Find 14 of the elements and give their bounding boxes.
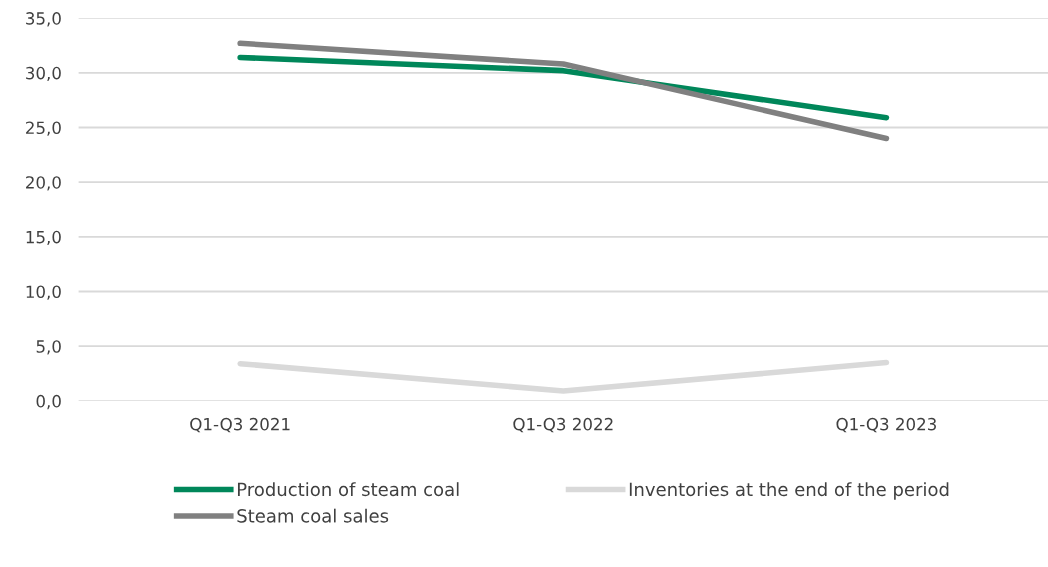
x-tick-label: Q1-Q3 2021 bbox=[190, 417, 290, 433]
legend-label: Steam coal sales bbox=[237, 508, 389, 523]
legend-label: Inventories at the end of the period bbox=[629, 482, 949, 500]
y-tick-label: 35,0 bbox=[26, 12, 61, 27]
y-tick-label: 20,0 bbox=[26, 176, 61, 191]
x-tick-label: Q1-Q3 2023 bbox=[836, 417, 936, 433]
y-tick-label: 10,0 bbox=[26, 285, 61, 300]
y-tick-label: 0,0 bbox=[36, 394, 61, 410]
y-tick-label: 30,0 bbox=[26, 66, 61, 82]
x-tick-label: Q1-Q3 2022 bbox=[513, 417, 613, 433]
y-tick-label: 25,0 bbox=[26, 121, 61, 136]
y-tick-label: 15,0 bbox=[26, 230, 61, 246]
y-tick-label: 5,0 bbox=[36, 340, 61, 355]
legend-label: Production of steam coal bbox=[237, 482, 459, 497]
